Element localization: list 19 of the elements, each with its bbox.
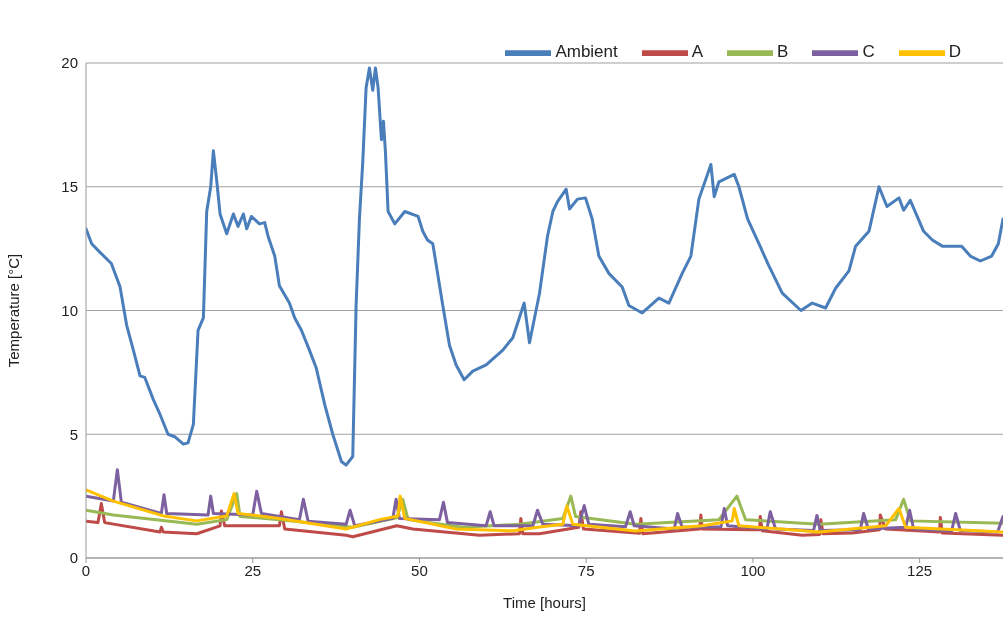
legend-label: B — [777, 42, 789, 62]
x-tick-label: 75 — [577, 561, 595, 579]
legend-label: Ambient — [555, 42, 618, 62]
y-tick-label: 15 — [61, 178, 78, 196]
legend-label: A — [691, 42, 704, 62]
x-tick-label: 100 — [740, 561, 766, 579]
x-tick-label: 25 — [244, 561, 262, 579]
x-tick-label: 125 — [907, 561, 933, 579]
legend-label: C — [862, 42, 875, 62]
x-tick-label: 0 — [81, 561, 91, 579]
legend-label: D — [948, 42, 961, 62]
x-tick-label: 50 — [411, 561, 428, 579]
y-tick-label: 5 — [69, 425, 78, 443]
y-tick-label: 20 — [61, 54, 78, 72]
y-axis-title: Temperature [°C] — [5, 253, 23, 368]
x-axis-title: Time [hours] — [503, 594, 586, 611]
y-tick-label: 10 — [61, 301, 78, 319]
y-tick-label: 0 — [69, 549, 78, 567]
line-series — [86, 66, 1003, 467]
